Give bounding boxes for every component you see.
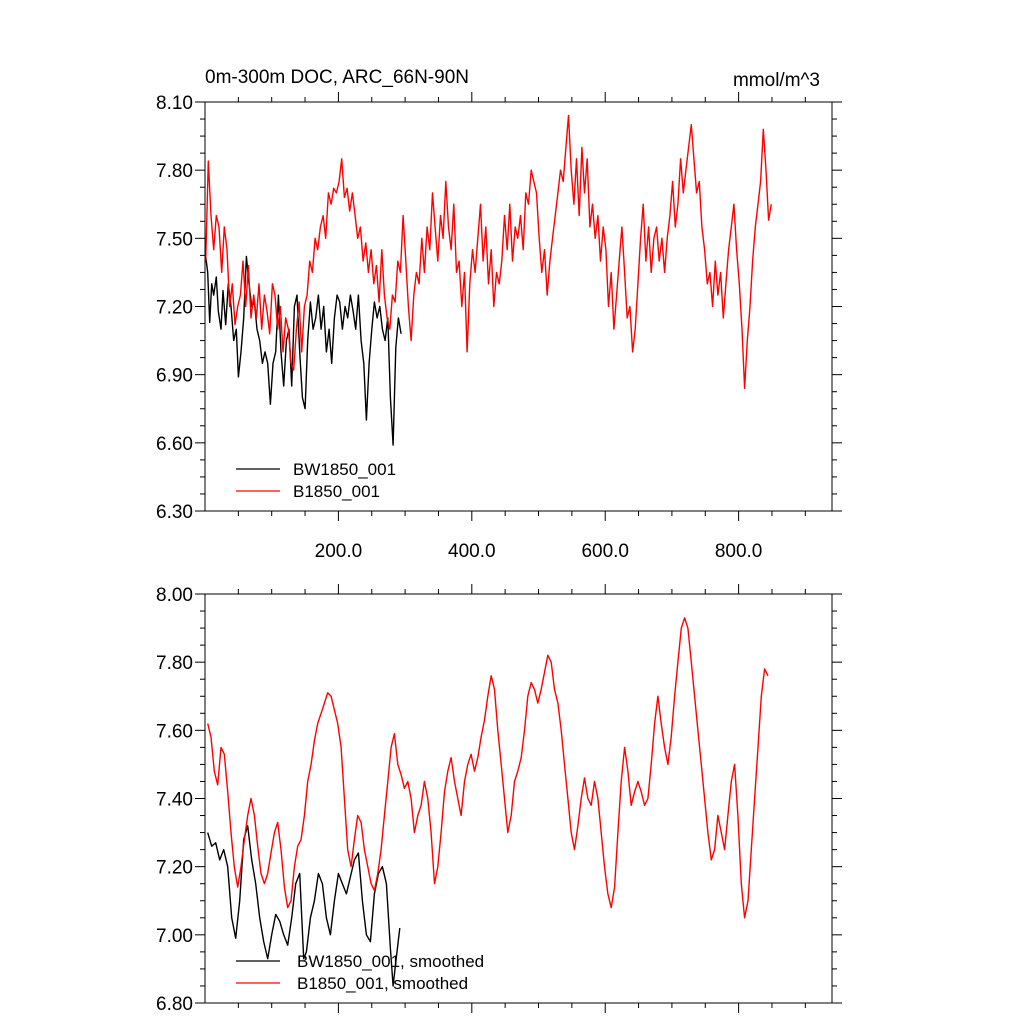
x-tick-label: 800.0 — [715, 541, 763, 562]
series-line-bw1850 — [207, 825, 401, 987]
legend-label-bw1850: BW1850_001 — [293, 460, 396, 479]
y-tick-label: 7.00 — [156, 926, 193, 947]
x-tick-label: 200.0 — [315, 541, 363, 562]
y-tick-label: 7.50 — [156, 229, 193, 250]
y-tick-label: 6.30 — [156, 502, 193, 523]
top-legend: BW1850_001 B1850_001 — [236, 460, 396, 501]
series-line-b1850 — [205, 114, 772, 389]
bottom-panel: 6.80 7.00 7.20 7.40 7.60 7.80 8.00 BW1850_001,… — [156, 584, 842, 1015]
series-line-bw1850 — [205, 255, 402, 446]
bottom-legend: BW1850_001, smoothed B1850_001, smoothed — [236, 952, 484, 993]
y-tick-label: 7.40 — [156, 790, 193, 811]
y-tick-label: 7.80 — [156, 161, 193, 182]
y-tick-label: 7.60 — [156, 721, 193, 742]
legend-label-bw1850-smoothed: BW1850_001, smoothed — [297, 952, 484, 971]
top-panel: 0m-300m DOC, ARC_66N-90N mmol/m^3 200.0 4… — [156, 67, 842, 562]
legend-label-b1850-smoothed: B1850_001, smoothed — [297, 974, 468, 993]
x-tick-label: 400.0 — [448, 541, 496, 562]
y-tick-label: 7.20 — [156, 298, 193, 319]
bottom-plot-frame — [204, 593, 833, 1004]
top-plot-lines — [205, 114, 772, 446]
y-tick-label: 7.80 — [156, 653, 193, 674]
bottom-axes: 6.80 7.00 7.20 7.40 7.60 7.80 8.00 — [156, 584, 842, 1015]
legend-label-b1850: B1850_001 — [293, 482, 380, 501]
series-line-b1850 — [207, 617, 769, 919]
y-tick-label: 8.10 — [156, 93, 193, 114]
y-tick-label: 8.00 — [156, 585, 193, 606]
x-tick-label: 600.0 — [581, 541, 629, 562]
top-panel-title: 0m-300m DOC, ARC_66N-90N — [205, 67, 469, 88]
top-plot-frame — [204, 101, 833, 512]
y-tick-label: 6.80 — [156, 994, 193, 1015]
y-tick-label: 6.60 — [156, 434, 193, 455]
top-axes: 200.0 400.0 600.0 800.0 6.30 6.60 6.90 7.20 7.50… — [156, 92, 842, 562]
top-panel-units: mmol/m^3 — [733, 70, 820, 91]
y-tick-label: 6.90 — [156, 366, 193, 387]
bottom-plot-lines — [207, 617, 769, 987]
y-tick-label: 7.20 — [156, 858, 193, 879]
